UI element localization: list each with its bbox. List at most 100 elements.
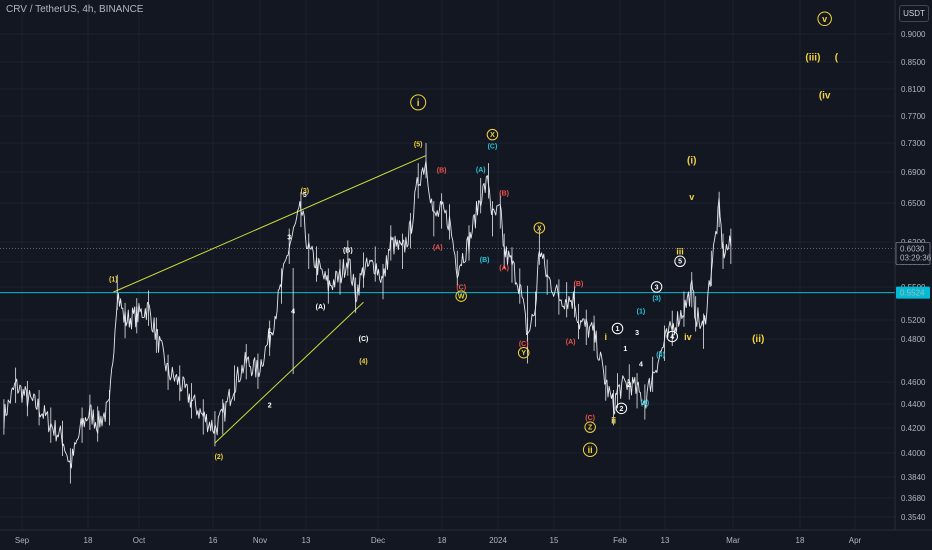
wave-label: ( <box>835 53 839 64</box>
wave-label: (2) <box>215 454 224 461</box>
wave-label-text: i <box>417 98 420 109</box>
wave-label-text: (B) <box>499 190 509 197</box>
time-axis[interactable]: Sep 18 Oct 16 Nov 13 Dec 18 2024 15 Feb 13 Mar 18 Apr <box>0 529 932 545</box>
wave-label-text: (5) <box>414 142 423 149</box>
wave-label: 5 <box>674 255 686 268</box>
wave-label-text: (A) <box>316 304 326 311</box>
wave-label-text: iv <box>684 332 692 342</box>
wave-label: (A) <box>499 265 509 272</box>
wave-label: 2 <box>268 402 272 409</box>
wave-label: (B) <box>499 190 509 197</box>
wave-label: (C) <box>488 144 498 151</box>
wave-label: 5 <box>303 192 307 199</box>
wave-label: (A) <box>476 167 486 174</box>
wave-label-text: v <box>689 192 694 202</box>
price-tick-label: 0.4800 <box>901 335 926 344</box>
time-tick-label: Sep <box>15 536 30 545</box>
wave-label: i <box>605 332 608 342</box>
currency-button[interactable]: USDT <box>899 5 929 22</box>
wave-label-text: 1 <box>616 326 620 333</box>
wave-label-text: (iii) <box>805 53 820 64</box>
price-tick-label: 0.9000 <box>901 30 926 39</box>
wave-label-text: (3) <box>301 188 310 195</box>
wave-label-text: (A) <box>499 265 509 272</box>
price-tick-label: 0.6500 <box>901 199 926 208</box>
wave-label-text: (A) <box>566 339 576 346</box>
wave-label: (B) <box>574 281 584 288</box>
price-tick-label: 0.4200 <box>901 424 926 433</box>
time-tick-label: 18 <box>796 536 805 545</box>
wave-label: X <box>486 128 499 141</box>
wave-label: (4) <box>656 352 665 359</box>
price-tick-label: 0.3680 <box>901 494 926 503</box>
wave-label-text: (A) <box>476 167 486 174</box>
wave-label: i <box>410 94 427 111</box>
time-tick-label: 18 <box>84 536 93 545</box>
wave-label-circle <box>455 290 467 302</box>
wave-label: (C) <box>519 341 529 348</box>
wave-label-text: (2) <box>215 454 224 461</box>
wave-label-circle <box>615 402 628 415</box>
price-tick-label: 0.6900 <box>901 168 926 177</box>
price-tick-label: 0.7700 <box>901 112 926 121</box>
price-axis[interactable]: 0.9000 0.8500 0.8100 0.7700 0.7300 0.6900 0.65… <box>894 0 932 550</box>
wave-label-text: (C) <box>359 336 369 343</box>
wave-label-text: 2 <box>268 402 272 409</box>
wave-label-text: (4) <box>359 358 368 365</box>
wave-label-text: 1 <box>623 346 627 353</box>
wave-label-text: (C) <box>488 144 498 151</box>
wave-label: (A) <box>316 304 326 311</box>
wave-label: (B) <box>343 248 353 255</box>
time-tick-label: 2024 <box>489 536 507 545</box>
wave-label-text: 5 <box>303 192 307 199</box>
price-axis-bg <box>895 0 932 550</box>
wave-label: 1 <box>623 346 627 353</box>
wave-label-text: Y <box>521 350 526 357</box>
wave-label-text: 5 <box>678 259 682 266</box>
wave-label: (i) <box>687 155 696 166</box>
time-tick-label: Apr <box>849 536 862 545</box>
wedge-lines <box>113 155 427 444</box>
wave-label-text: (i) <box>687 155 696 166</box>
wave-label: (5) <box>414 142 423 149</box>
wave-label: (B) <box>480 257 490 264</box>
wave-label-text: (ii) <box>752 334 764 345</box>
wedge-line-0[interactable] <box>113 155 427 293</box>
wave-label-text: ii <box>588 445 593 455</box>
wave-label: 4 <box>666 330 678 343</box>
wave-label-text: 1 <box>268 328 272 335</box>
wave-label: (C) <box>585 415 595 422</box>
wave-label-circle <box>582 442 598 458</box>
wave-label-circle <box>650 281 663 293</box>
wave-label: X <box>533 222 546 234</box>
wave-label-text: 3 <box>635 330 639 337</box>
wave-label: 4 <box>639 362 643 369</box>
wave-annotations: (1) (2) (3) (4) (5) i 1 2 3 4 5 (A) (B) (C) (B) (A) (C) W… <box>109 11 839 461</box>
wave-label: iv <box>684 332 692 342</box>
wave-label-text: X <box>537 225 542 232</box>
price-tick-label: 0.4400 <box>901 400 926 409</box>
price-tick-label: 0.4600 <box>901 378 926 387</box>
wave-label: (1) <box>637 309 646 316</box>
wave-label-text: i <box>605 332 608 342</box>
wave-label-text: (3) <box>652 295 661 302</box>
wave-label-text: (B) <box>343 248 353 255</box>
wave-label-text: Z <box>588 425 593 432</box>
wave-label: (3) <box>301 188 310 195</box>
support-level-tag: 0.5524 <box>896 286 930 299</box>
wave-label: 1 <box>268 328 272 335</box>
wave-label-text: 2 <box>627 382 631 389</box>
wave-label: 2 <box>615 402 628 415</box>
wave-label: 3 <box>287 234 291 241</box>
wave-label-text: (1) <box>637 309 646 316</box>
wave-label: (A) <box>433 244 443 251</box>
wave-label-circle <box>533 222 546 234</box>
wedge-line-1[interactable] <box>214 301 364 444</box>
wave-label-text: 4 <box>639 362 643 369</box>
wave-label-text: W <box>458 294 465 301</box>
wave-label: (A) <box>566 339 576 346</box>
wave-label-text: (B) <box>480 257 490 264</box>
wave-label-text: 2 <box>619 406 623 413</box>
